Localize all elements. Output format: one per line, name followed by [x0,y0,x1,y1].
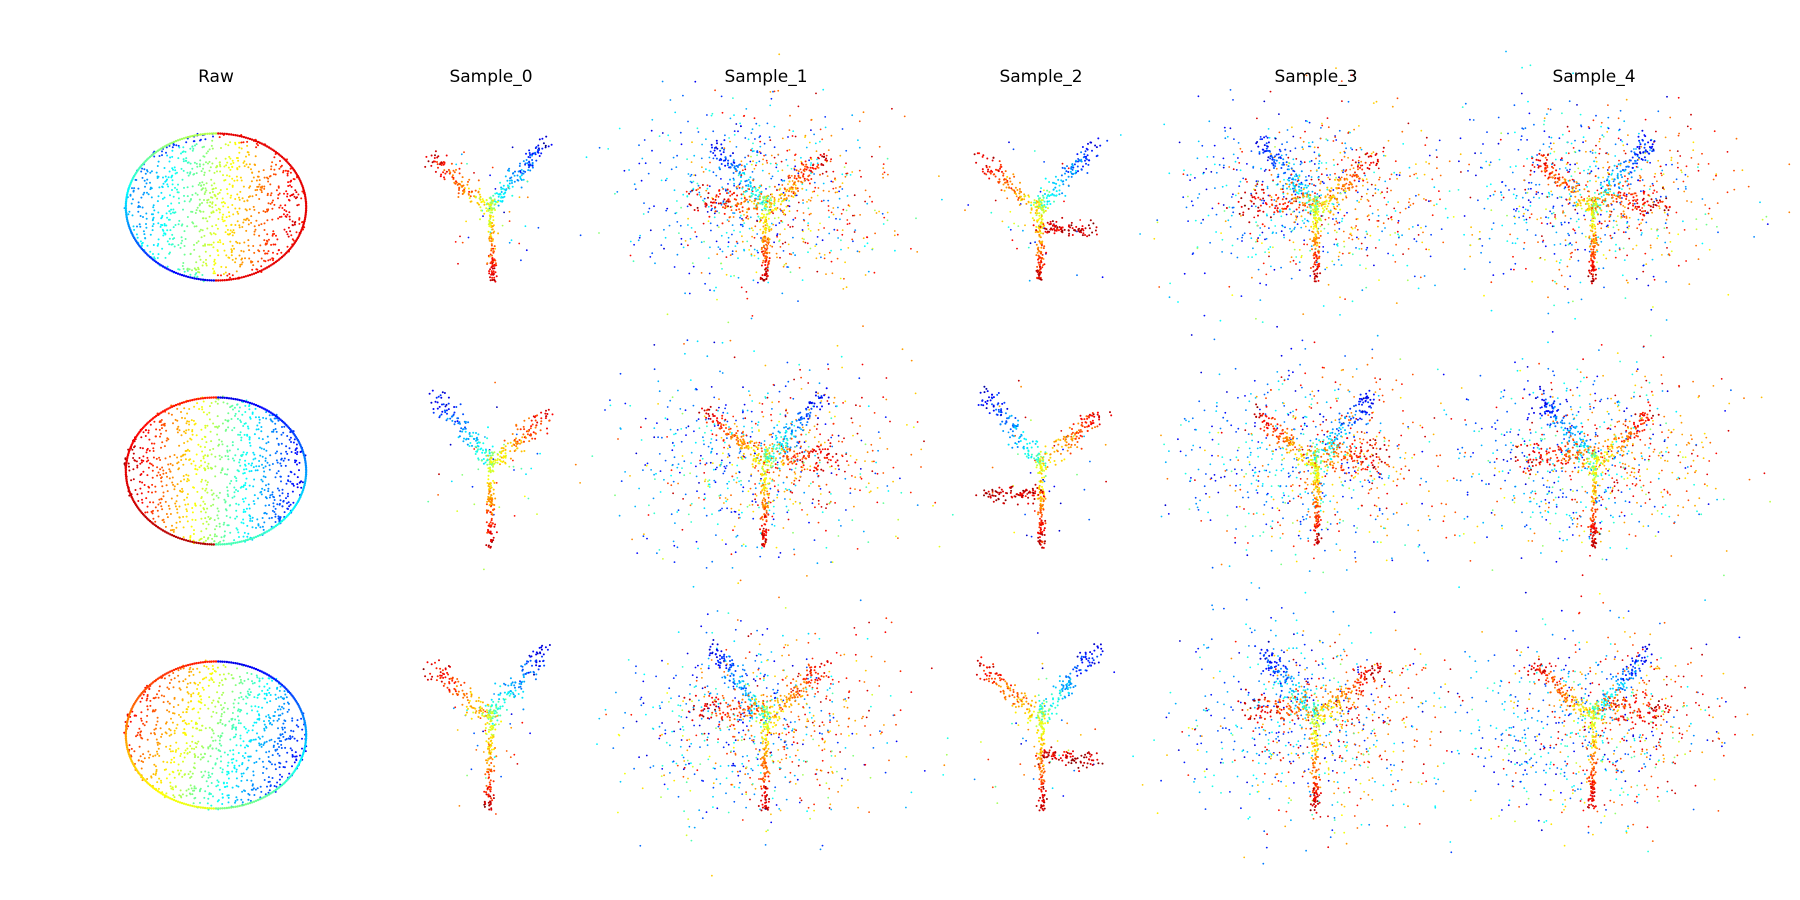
column-title-sample-3: Sample_3 [1274,67,1357,87]
plant-point-cloud-sample-0-row-1 [424,135,553,283]
plant-point-cloud-sample-1-row-2 [574,339,954,624]
plant-point-cloud-sample-4-row-2 [1407,317,1771,601]
plant-point-cloud-sample-3-row-3 [1113,591,1511,865]
column-title-raw: Raw [198,67,234,87]
plant-point-cloud-sample-2-row-1 [967,137,1109,282]
column-title-sample-2: Sample_2 [999,67,1082,87]
plant-point-cloud-sample-4-row-3 [1402,586,1754,853]
point-cloud-panels [123,50,1791,877]
column-title-sample-4: Sample_4 [1552,67,1635,87]
plant-point-cloud-sample-3-row-2 [1104,325,1537,607]
plant-point-cloud-sample-4-row-1 [1374,50,1791,337]
sphere-point-cloud-row-1 [123,132,308,283]
column-title-sample-1: Sample_1 [724,67,807,87]
sphere-point-cloud-row-3 [123,659,308,811]
plant-point-cloud-sample-1-row-3 [596,561,999,877]
sphere-point-cloud-row-2 [123,395,308,546]
plant-point-cloud-sample-0-row-2 [427,381,581,571]
plant-point-cloud-sample-2-row-2 [975,379,1113,549]
plant-point-cloud-sample-1-row-1 [579,53,966,347]
column-titles: Raw Sample_0 Sample_1 Sample_2 Sample_3 … [198,67,1635,87]
column-title-sample-0: Sample_0 [449,67,532,87]
plant-point-cloud-sample-3-row-1 [1077,67,1539,372]
plant-point-cloud-sample-0-row-3 [422,644,551,815]
plant-point-cloud-sample-2-row-3 [975,632,1104,812]
